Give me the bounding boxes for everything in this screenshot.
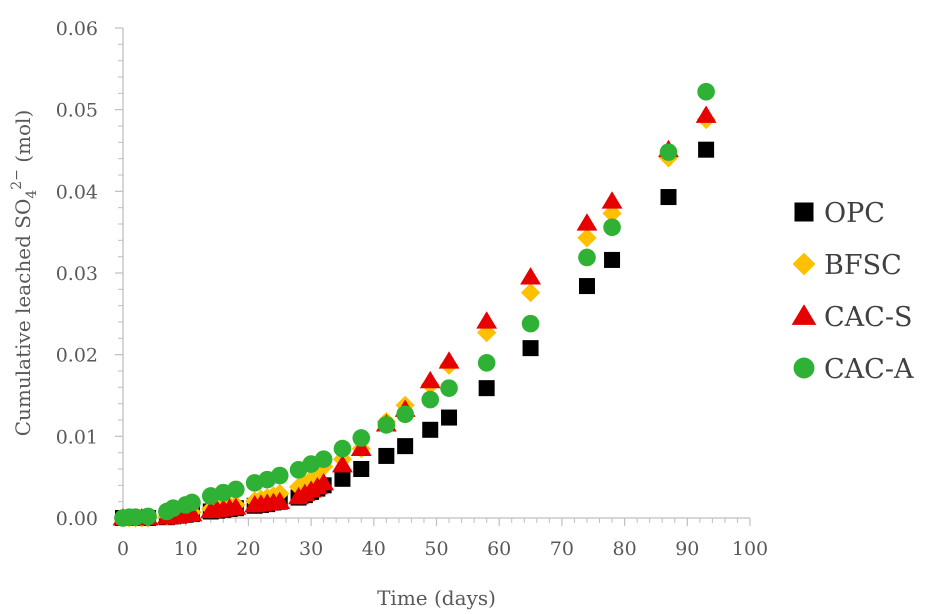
y-axis-title-unit: (mol): [11, 110, 35, 169]
data-point-cac-s: [476, 311, 498, 329]
data-point-cac-a: [477, 354, 496, 372]
data-point-opc: [604, 251, 621, 268]
data-point-cac-a: [333, 439, 352, 458]
data-point-bfsc: [520, 283, 541, 303]
x-tick-label: 40: [362, 538, 386, 560]
data-point-bfsc: [477, 323, 497, 343]
data-point-cac-s: [419, 370, 441, 389]
legend-marker-cac-s: [791, 304, 817, 325]
x-tick-label: 70: [550, 538, 574, 560]
data-point-opc: [660, 189, 677, 206]
x-tick-label: 90: [675, 538, 699, 560]
data-point-cac-a: [139, 507, 157, 526]
x-axis-title: Time (days): [377, 586, 496, 610]
data-point-opc: [353, 461, 370, 477]
y-ticks: 0.00 0.01 0.02 0.03 0.04 0.05 0.06: [56, 18, 123, 530]
data-point-bfsc: [577, 228, 597, 248]
data-point-cac-a: [421, 390, 440, 409]
legend-marker-bfsc: [792, 252, 816, 276]
legend-label-cac-a: CAC-A: [824, 354, 914, 385]
data-point-cac-s: [695, 105, 717, 123]
data-point-opc: [522, 340, 539, 357]
data-point-cac-a: [270, 466, 289, 485]
y-tick-label: 0.06: [56, 18, 98, 40]
x-tick-label: 60: [487, 538, 511, 560]
data-point-cac-s: [225, 497, 247, 515]
data-point-cac-s: [576, 213, 598, 231]
data-point-opc: [422, 421, 439, 438]
data-point-cac-s: [601, 191, 623, 209]
x-tick-label: 0: [117, 538, 129, 560]
data-point-opc: [698, 141, 715, 158]
data-point-opc: [334, 470, 351, 487]
x-tick-label: 10: [174, 538, 198, 560]
data-point-cac-a: [314, 450, 333, 469]
data-point-cac-a: [377, 416, 396, 434]
data-point-cac-a: [659, 143, 678, 161]
data-point-cac-s: [181, 503, 203, 522]
data-point-cac-s: [350, 438, 372, 457]
data-point-cac-a: [440, 379, 458, 397]
data-point-bfsc: [602, 203, 622, 223]
data-point-cac-a: [227, 480, 245, 499]
data-point-cac-s: [332, 454, 353, 473]
data-point-cac-s: [269, 491, 291, 510]
legend-marker-opc: [794, 202, 814, 222]
axes: 0 10 20 30 40 50 60 70 80 90 100 0.000.010.020.030…: [56, 18, 768, 560]
data-point-cac-s: [520, 267, 541, 285]
y-tick-label: 0.00: [56, 508, 98, 530]
data-point-cac-a: [697, 82, 715, 101]
y-tick-label: 0.01: [56, 426, 98, 448]
data-point-opc: [478, 380, 495, 397]
y-axis-title-main: Cumulative leached SO: [11, 199, 35, 437]
data-point-cac-a: [183, 493, 201, 512]
y-tick-label: 0.02: [56, 345, 98, 367]
data-point-opc: [441, 409, 458, 426]
y-axis-title-subscript: 4: [24, 190, 40, 199]
data-point-cac-a: [578, 248, 596, 267]
y-tick-label: 0.03: [56, 263, 98, 285]
x-tick-label: 20: [236, 538, 260, 560]
y-tick-label: 0.04: [56, 181, 98, 203]
data-point-cac-a: [396, 405, 414, 424]
data-points: [112, 82, 717, 528]
legend-label-bfsc: BFSC: [824, 250, 902, 281]
y-axis-title: Cumulative leached SO42− (mol): [9, 110, 40, 437]
x-tick-label: 100: [732, 538, 768, 560]
data-point-opc: [397, 438, 414, 455]
data-point-opc: [578, 278, 595, 295]
data-point-cac-a: [352, 429, 371, 447]
x-ticks: 0 10 20 30 40 50 60 70 80 90 100: [117, 518, 768, 560]
legend-label-cac-s: CAC-S: [824, 302, 912, 333]
x-tick-label: 50: [424, 538, 448, 560]
data-point-cac-s: [313, 472, 335, 491]
y-axis-title-superscript: 2−: [9, 169, 25, 190]
series-opc: [115, 141, 715, 526]
data-point-cac-a: [126, 508, 145, 526]
series-cac-a: [114, 82, 715, 527]
legend: OPC BFSC CAC-S CAC-A: [791, 198, 914, 385]
data-point-cac-a: [521, 314, 540, 333]
data-point-opc: [378, 447, 395, 464]
legend-marker-cac-a: [793, 357, 815, 379]
legend-label-opc: OPC: [824, 198, 885, 229]
series-cac-s: [112, 105, 717, 526]
x-tick-label: 30: [299, 538, 323, 560]
data-point-bfsc: [301, 470, 321, 490]
x-tick-label: 80: [613, 538, 637, 560]
y-tick-label: 0.05: [56, 100, 98, 122]
data-point-cac-s: [438, 351, 460, 369]
data-point-cac-a: [603, 218, 621, 237]
series-bfsc: [113, 109, 716, 528]
